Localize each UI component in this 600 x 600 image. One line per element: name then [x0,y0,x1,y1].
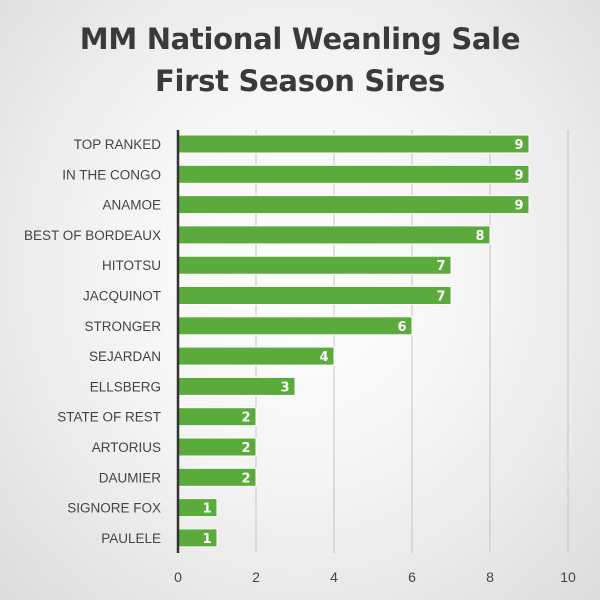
data-label-8: 3 [280,380,289,395]
category-label-8: ELLSBERG [90,379,161,394]
data-label-6: 6 [397,320,406,335]
bar-2 [177,195,530,215]
category-label-6: STRONGER [84,319,161,334]
category-label-13: PAULELE [101,531,161,546]
data-label-5: 7 [436,290,445,305]
category-label-7: SEJARDAN [89,349,161,364]
x-tick-label-2: 2 [252,569,260,585]
data-label-9: 2 [241,411,250,426]
data-label-13: 1 [202,532,211,547]
chart-title: MM National Weanling Sale [79,22,521,56]
category-label-11: DAUMIER [99,470,162,485]
chart-title-block: MM National Weanling Sale First Season S… [0,18,600,102]
data-label-4: 7 [436,259,445,274]
x-tick-label-10: 10 [560,569,576,585]
bar-0 [177,134,530,154]
category-label-0: TOP RANKED [74,137,162,152]
x-tick-label-4: 4 [330,569,338,585]
bar-7 [177,346,335,366]
category-label-3: BEST OF BORDEAUX [24,228,161,243]
bar-5 [177,286,452,305]
x-tick-label-8: 8 [486,569,494,585]
data-label-11: 2 [241,471,250,486]
bar-1 [177,164,530,184]
data-label-3: 8 [475,229,484,244]
category-label-12: SIGNORE FOX [67,501,161,516]
category-label-1: IN THE CONGO [62,167,161,182]
data-label-0: 9 [514,138,523,153]
category-label-2: ANAMOE [102,198,161,213]
x-tick-label-6: 6 [408,569,416,585]
bar-8 [177,376,296,396]
data-label-7: 4 [319,350,328,365]
data-label-12: 1 [202,502,211,517]
bar-3 [177,225,491,245]
bar-4 [177,255,452,275]
data-label-2: 9 [514,199,523,214]
x-tick-label-0: 0 [174,569,182,585]
data-label-10: 2 [241,441,250,456]
chart-subtitle: First Season Sires [155,64,445,98]
category-label-10: ARTORIUS [92,440,161,455]
category-label-4: HITOTSU [102,258,161,273]
category-label-9: STATE OF REST [57,410,161,425]
bar-6 [177,316,413,336]
category-label-5: JACQUINOT [83,289,161,304]
data-label-1: 9 [514,168,523,183]
